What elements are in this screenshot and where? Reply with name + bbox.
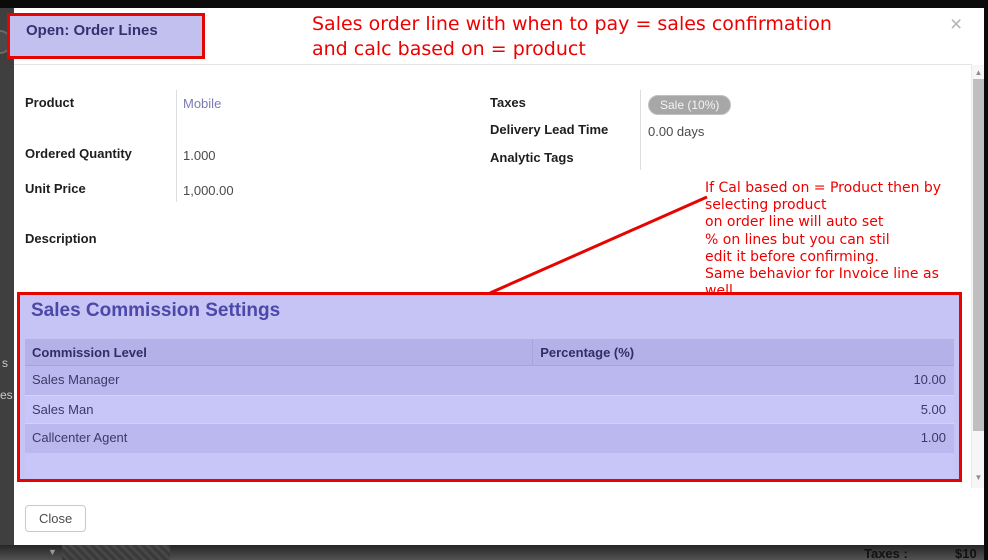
unit-price-value: 1,000.00 (183, 183, 234, 198)
close-icon[interactable]: × (950, 13, 963, 36)
annotation-line: Same behavior for Invoice line as (705, 266, 939, 283)
right-window-edge (984, 0, 988, 560)
analytic-tags-label: Analytic Tags (490, 150, 574, 165)
background-bottom-strip: ▼ Taxes : $10 (0, 545, 984, 560)
annotation-line: well. (705, 283, 738, 300)
scrollbar-up-icon[interactable]: ▲ (974, 68, 983, 77)
annotation-line: on order line will auto set (705, 214, 884, 231)
background-left-strip: s es (0, 8, 14, 545)
column-header-percentage: Percentage (%) (532, 339, 954, 365)
chevron-down-icon: ▼ (48, 547, 57, 557)
commission-table-header: Commission Level Percentage (%) (25, 339, 954, 366)
column-header-commission-level: Commission Level (32, 345, 147, 360)
table-row[interactable]: Sales Man 5.00 (25, 395, 954, 424)
ordered-quantity-label: Ordered Quantity (25, 146, 132, 161)
background-text-fragment: s (2, 356, 8, 370)
background-taxes-label: Taxes : (864, 546, 908, 560)
top-window-bar (0, 0, 988, 8)
form-left-divider (176, 90, 177, 202)
percentage-cell: 5.00 (920, 402, 946, 417)
tax-badge: Sale (10%) (648, 95, 732, 115)
annotation-line: % on lines but you can stil (705, 231, 890, 248)
product-label: Product (25, 95, 75, 110)
annotation-line: selecting product (705, 197, 827, 214)
annotation-side-text: If Cal based on = Product then by select… (705, 180, 967, 300)
ordered-quantity-value: 1.000 (183, 148, 216, 163)
table-row[interactable]: Callcenter Agent 1.00 (25, 424, 954, 453)
commission-table: Commission Level Percentage (%) Sales Ma… (25, 339, 954, 478)
modal-scrollbar[interactable]: ▲ ▼ (971, 65, 984, 488)
form-right-divider (640, 90, 641, 170)
background-taxes-value: $10 (955, 546, 977, 560)
commission-level-cell: Callcenter Agent (32, 430, 128, 445)
background-text-fragment: es (0, 388, 13, 402)
sales-commission-title: Sales Commission Settings (31, 300, 281, 321)
product-value-link[interactable]: Mobile (183, 96, 222, 111)
background-hatched-cell (62, 545, 170, 560)
delivery-lead-time-value: 0.00 days (648, 124, 705, 139)
modal-title: Open: Order Lines (26, 22, 158, 39)
percentage-cell: 1.00 (920, 430, 946, 445)
commission-level-cell: Sales Manager (32, 372, 120, 387)
percentage-cell: 10.00 (913, 372, 946, 387)
description-label: Description (25, 231, 97, 246)
modal-title-highlight-box: Open: Order Lines (7, 13, 205, 59)
close-button[interactable]: Close (25, 505, 87, 532)
commission-level-cell: Sales Man (32, 402, 94, 417)
sales-commission-section: Sales Commission Settings Commission Lev… (17, 292, 962, 482)
annotation-top-text: Sales order line with when to pay = sale… (312, 13, 832, 60)
scrollbar-thumb[interactable] (973, 79, 984, 431)
scrollbar-down-icon[interactable]: ▼ (974, 473, 983, 482)
delivery-lead-time-label: Delivery Lead Time (490, 122, 609, 137)
table-row[interactable]: Sales Manager 10.00 (25, 366, 954, 395)
taxes-label: Taxes (490, 95, 526, 110)
table-row-empty (25, 453, 954, 478)
modal-header-divider (14, 64, 972, 65)
annotation-line: edit it before confirming. (705, 248, 879, 265)
annotation-line: If Cal based on = Product then by (705, 180, 942, 196)
unit-price-label: Unit Price (25, 181, 86, 196)
